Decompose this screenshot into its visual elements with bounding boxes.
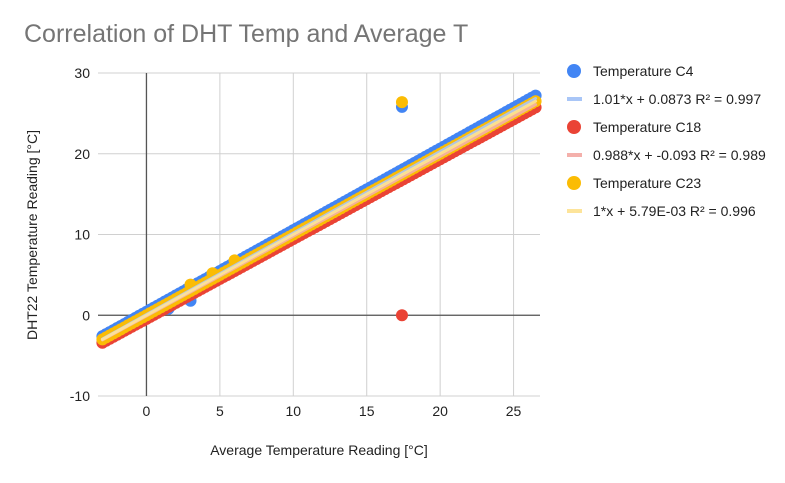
- tick-labels: -10 0 10 20 30 0 5 10 15 20 25: [70, 65, 522, 419]
- y-tick-label: 0: [82, 307, 90, 323]
- trendline-2: [100, 99, 538, 341]
- legend-item-c4-trend[interactable]: 1.01*x + 0.0873 R² = 0.997: [565, 91, 780, 107]
- trendline-swatch-icon: [567, 97, 582, 101]
- trendlines: [100, 96, 538, 342]
- x-tick-label: 20: [432, 403, 448, 419]
- series-marker-icon: [567, 176, 581, 190]
- legend-item-c18[interactable]: Temperature C18: [565, 119, 780, 135]
- legend: Temperature C4 1.01*x + 0.0873 R² = 0.99…: [565, 63, 780, 231]
- trendline-swatch-icon: [567, 209, 582, 213]
- chart-title: Correlation of DHT Temp and Average T: [24, 20, 469, 48]
- legend-item-c23[interactable]: Temperature C23: [565, 175, 780, 191]
- legend-label: Temperature C18: [593, 119, 702, 135]
- legend-label: Temperature C4: [593, 63, 694, 79]
- outlier-point: [395, 309, 408, 322]
- legend-item-c23-trend[interactable]: 1*x + 5.79E-03 R² = 0.996: [565, 203, 780, 219]
- series-marker-icon: [567, 120, 581, 134]
- trendline-swatch-icon: [567, 153, 582, 157]
- x-tick-label: 0: [143, 403, 151, 419]
- x-tick-label: 10: [286, 403, 302, 419]
- axes: [98, 73, 540, 396]
- legend-label: 0.988*x + -0.093 R² = 0.989: [593, 147, 766, 163]
- x-axis-label: Average Temperature Reading [°C]: [210, 442, 428, 458]
- series-marker-icon: [567, 64, 581, 78]
- y-tick-label: 30: [74, 65, 90, 81]
- x-tick-label: 5: [216, 403, 224, 419]
- x-tick-label: 25: [506, 403, 522, 419]
- x-tick-label: 15: [359, 403, 375, 419]
- legend-item-c4[interactable]: Temperature C4: [565, 63, 780, 79]
- legend-label: Temperature C23: [593, 175, 702, 191]
- legend-label: 1*x + 5.79E-03 R² = 0.996: [593, 203, 756, 219]
- gridlines: [98, 72, 540, 397]
- y-axis-label: DHT22 Temperature Reading [°C]: [24, 130, 40, 340]
- legend-label: 1.01*x + 0.0873 R² = 0.997: [593, 91, 762, 107]
- legend-item-c18-trend[interactable]: 0.988*x + -0.093 R² = 0.989: [565, 147, 780, 163]
- y-tick-label: 20: [74, 146, 90, 162]
- y-tick-label: -10: [70, 388, 90, 404]
- outlier-point: [395, 96, 408, 109]
- y-tick-label: 10: [74, 227, 90, 243]
